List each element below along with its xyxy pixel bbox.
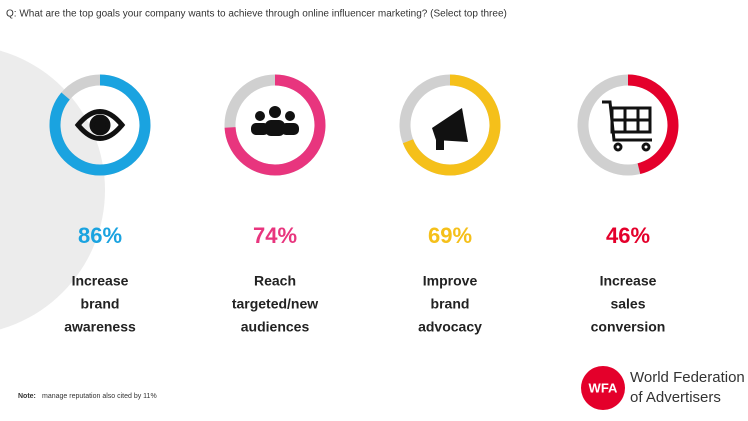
category-label: Increase [600,273,657,289]
donut-arc [399,74,501,176]
logo-mark: WFA [589,380,618,395]
logo-line: of Advertisers [630,389,721,406]
megaphone-icon [432,108,468,150]
donut-arc [224,74,326,176]
logo-badge [581,366,625,410]
category-label: Improve [423,273,478,289]
donut-arc [49,74,151,176]
category-label: brand [81,296,120,312]
value-label: 86% [78,223,122,248]
people-icon [251,106,299,136]
donut-arc [577,74,679,176]
background-circle [0,50,105,330]
category-label: conversion [591,319,666,335]
category-label: awareness [64,319,136,335]
category-label: targeted/new [232,296,318,312]
category-label: Increase [72,273,129,289]
logo-line: World Federation [630,369,745,386]
question: Q: What are the top goals your company w… [6,9,507,20]
cart-icon [602,100,652,152]
note-label: Note: [18,393,36,400]
category-label: brand [431,296,470,312]
category-label: advocacy [418,319,482,335]
category-label: sales [610,296,645,312]
category-label: audiences [241,319,310,335]
value-label: 46% [606,223,650,248]
category-label: Reach [254,273,296,289]
note: manage reputation also cited by 11% [42,393,157,400]
eye-icon [74,109,126,141]
value-label: 74% [253,223,297,248]
value-label: 69% [428,223,472,248]
